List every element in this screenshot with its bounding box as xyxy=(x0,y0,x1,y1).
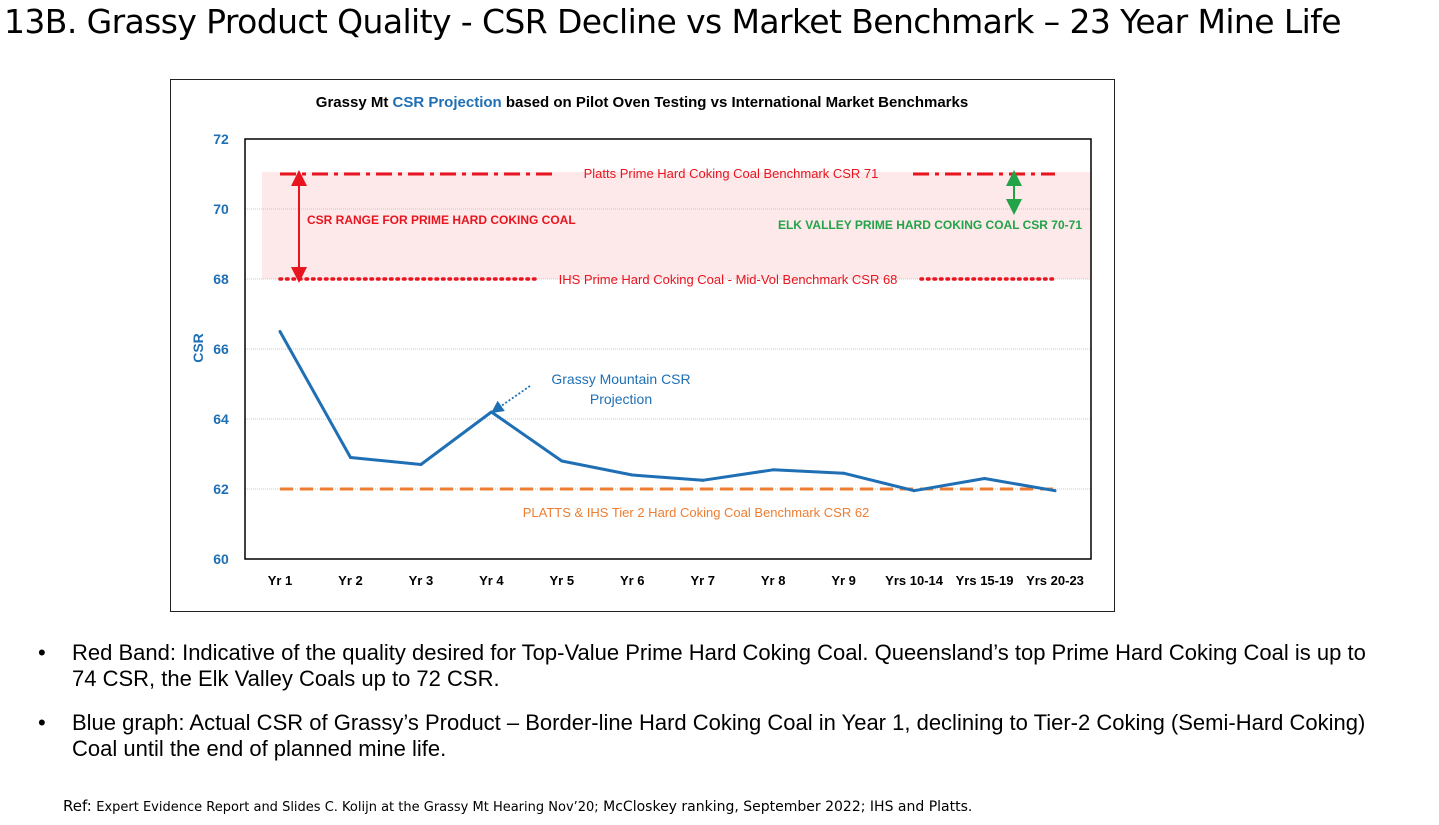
x-tick-label: Yr 2 xyxy=(338,573,363,588)
data-point xyxy=(771,468,775,472)
bullet-item-red-band: • Red Band: Indicative of the quality de… xyxy=(38,640,1368,692)
x-tick-label: Yr 1 xyxy=(268,573,293,588)
bullet-text: Red Band: Indicative of the quality desi… xyxy=(72,640,1366,691)
y-tick-label: 70 xyxy=(213,201,229,217)
chart-title-part: based on Pilot Oven Testing vs Internati… xyxy=(502,94,969,111)
prime-band xyxy=(262,172,1091,279)
data-point xyxy=(701,478,705,482)
grassy-annotation-arrow xyxy=(490,385,531,414)
ref-rest: McCloskey ranking, September 2022; IHS a… xyxy=(603,799,973,815)
benchmark-label-platts: Platts Prime Hard Coking Coal Benchmark … xyxy=(584,166,879,181)
csr-range-label: CSR RANGE FOR PRIME HARD COKING COAL xyxy=(307,213,576,227)
bullet-dot-icon: • xyxy=(38,640,46,665)
data-point xyxy=(630,473,634,477)
series-line-grassy xyxy=(278,330,1056,493)
chart-frame: Grassy Mt CSR Projection based on Pilot … xyxy=(170,79,1115,612)
reference-line: Ref: Expert Evidence Report and Slides C… xyxy=(63,797,1363,815)
bullet-list: • Red Band: Indicative of the quality de… xyxy=(38,640,1368,780)
benchmark-label-tier2: PLATTS & IHS Tier 2 Hard Coking Coal Ben… xyxy=(523,505,870,520)
data-point xyxy=(278,330,282,333)
chart-title-accent: CSR Projection xyxy=(393,94,502,111)
x-tick-label: Yr 3 xyxy=(409,573,434,588)
x-tick-label: Yr 4 xyxy=(479,573,504,588)
slide-title: 13B. Grassy Product Quality - CSR Declin… xyxy=(4,2,1342,41)
benchmark-label-ihs: IHS Prime Hard Coking Coal - Mid-Vol Ben… xyxy=(559,272,898,287)
y-tick-label: 66 xyxy=(213,341,229,357)
elk-valley-label: ELK VALLEY PRIME HARD COKING COAL CSR 70… xyxy=(778,218,1082,232)
x-tick-label: Yr 5 xyxy=(550,573,575,588)
grassy-annotation-label: Projection xyxy=(590,391,652,407)
x-tick-label: Yr 8 xyxy=(761,573,786,588)
bullet-item-blue-graph: • Blue graph: Actual CSR of Grassy’s Pro… xyxy=(38,710,1368,762)
chart-title-part: Grassy Mt xyxy=(316,94,393,111)
data-point xyxy=(560,459,564,463)
data-point xyxy=(348,456,352,459)
y-tick-label: 60 xyxy=(213,551,229,567)
x-tick-label: Yrs 15-19 xyxy=(956,573,1014,588)
chart-title: Grassy Mt CSR Projection based on Pilot … xyxy=(316,94,968,111)
csr-chart: Grassy Mt CSR Projection based on Pilot … xyxy=(190,94,1092,588)
x-tick-label: Yr 9 xyxy=(831,573,856,588)
x-tick-label: Yr 6 xyxy=(620,573,645,588)
y-tick-label: 72 xyxy=(213,131,229,147)
ref-prefix: Ref: xyxy=(63,797,92,815)
data-point xyxy=(1053,489,1057,493)
x-tick-label: Yrs 10-14 xyxy=(885,573,944,588)
bullet-dot-icon: • xyxy=(38,710,46,735)
bullet-text: Blue graph: Actual CSR of Grassy’s Produ… xyxy=(72,710,1366,761)
y-tick-label: 62 xyxy=(213,481,229,497)
y-tick-label: 68 xyxy=(213,271,229,287)
y-tick-label: 64 xyxy=(213,411,229,427)
data-point xyxy=(489,410,493,414)
y-axis-label: CSR xyxy=(190,333,206,363)
grassy-annotation-label: Grassy Mountain CSR xyxy=(551,371,690,387)
data-point xyxy=(912,489,916,493)
data-point xyxy=(419,463,423,466)
data-point xyxy=(842,471,846,475)
x-tick-label: Yrs 20-23 xyxy=(1026,573,1084,588)
plot-area-border xyxy=(244,138,1092,560)
data-point xyxy=(983,477,987,480)
ref-source: Expert Evidence Report and Slides C. Kol… xyxy=(96,800,599,815)
x-tick-label: Yr 7 xyxy=(690,573,715,588)
